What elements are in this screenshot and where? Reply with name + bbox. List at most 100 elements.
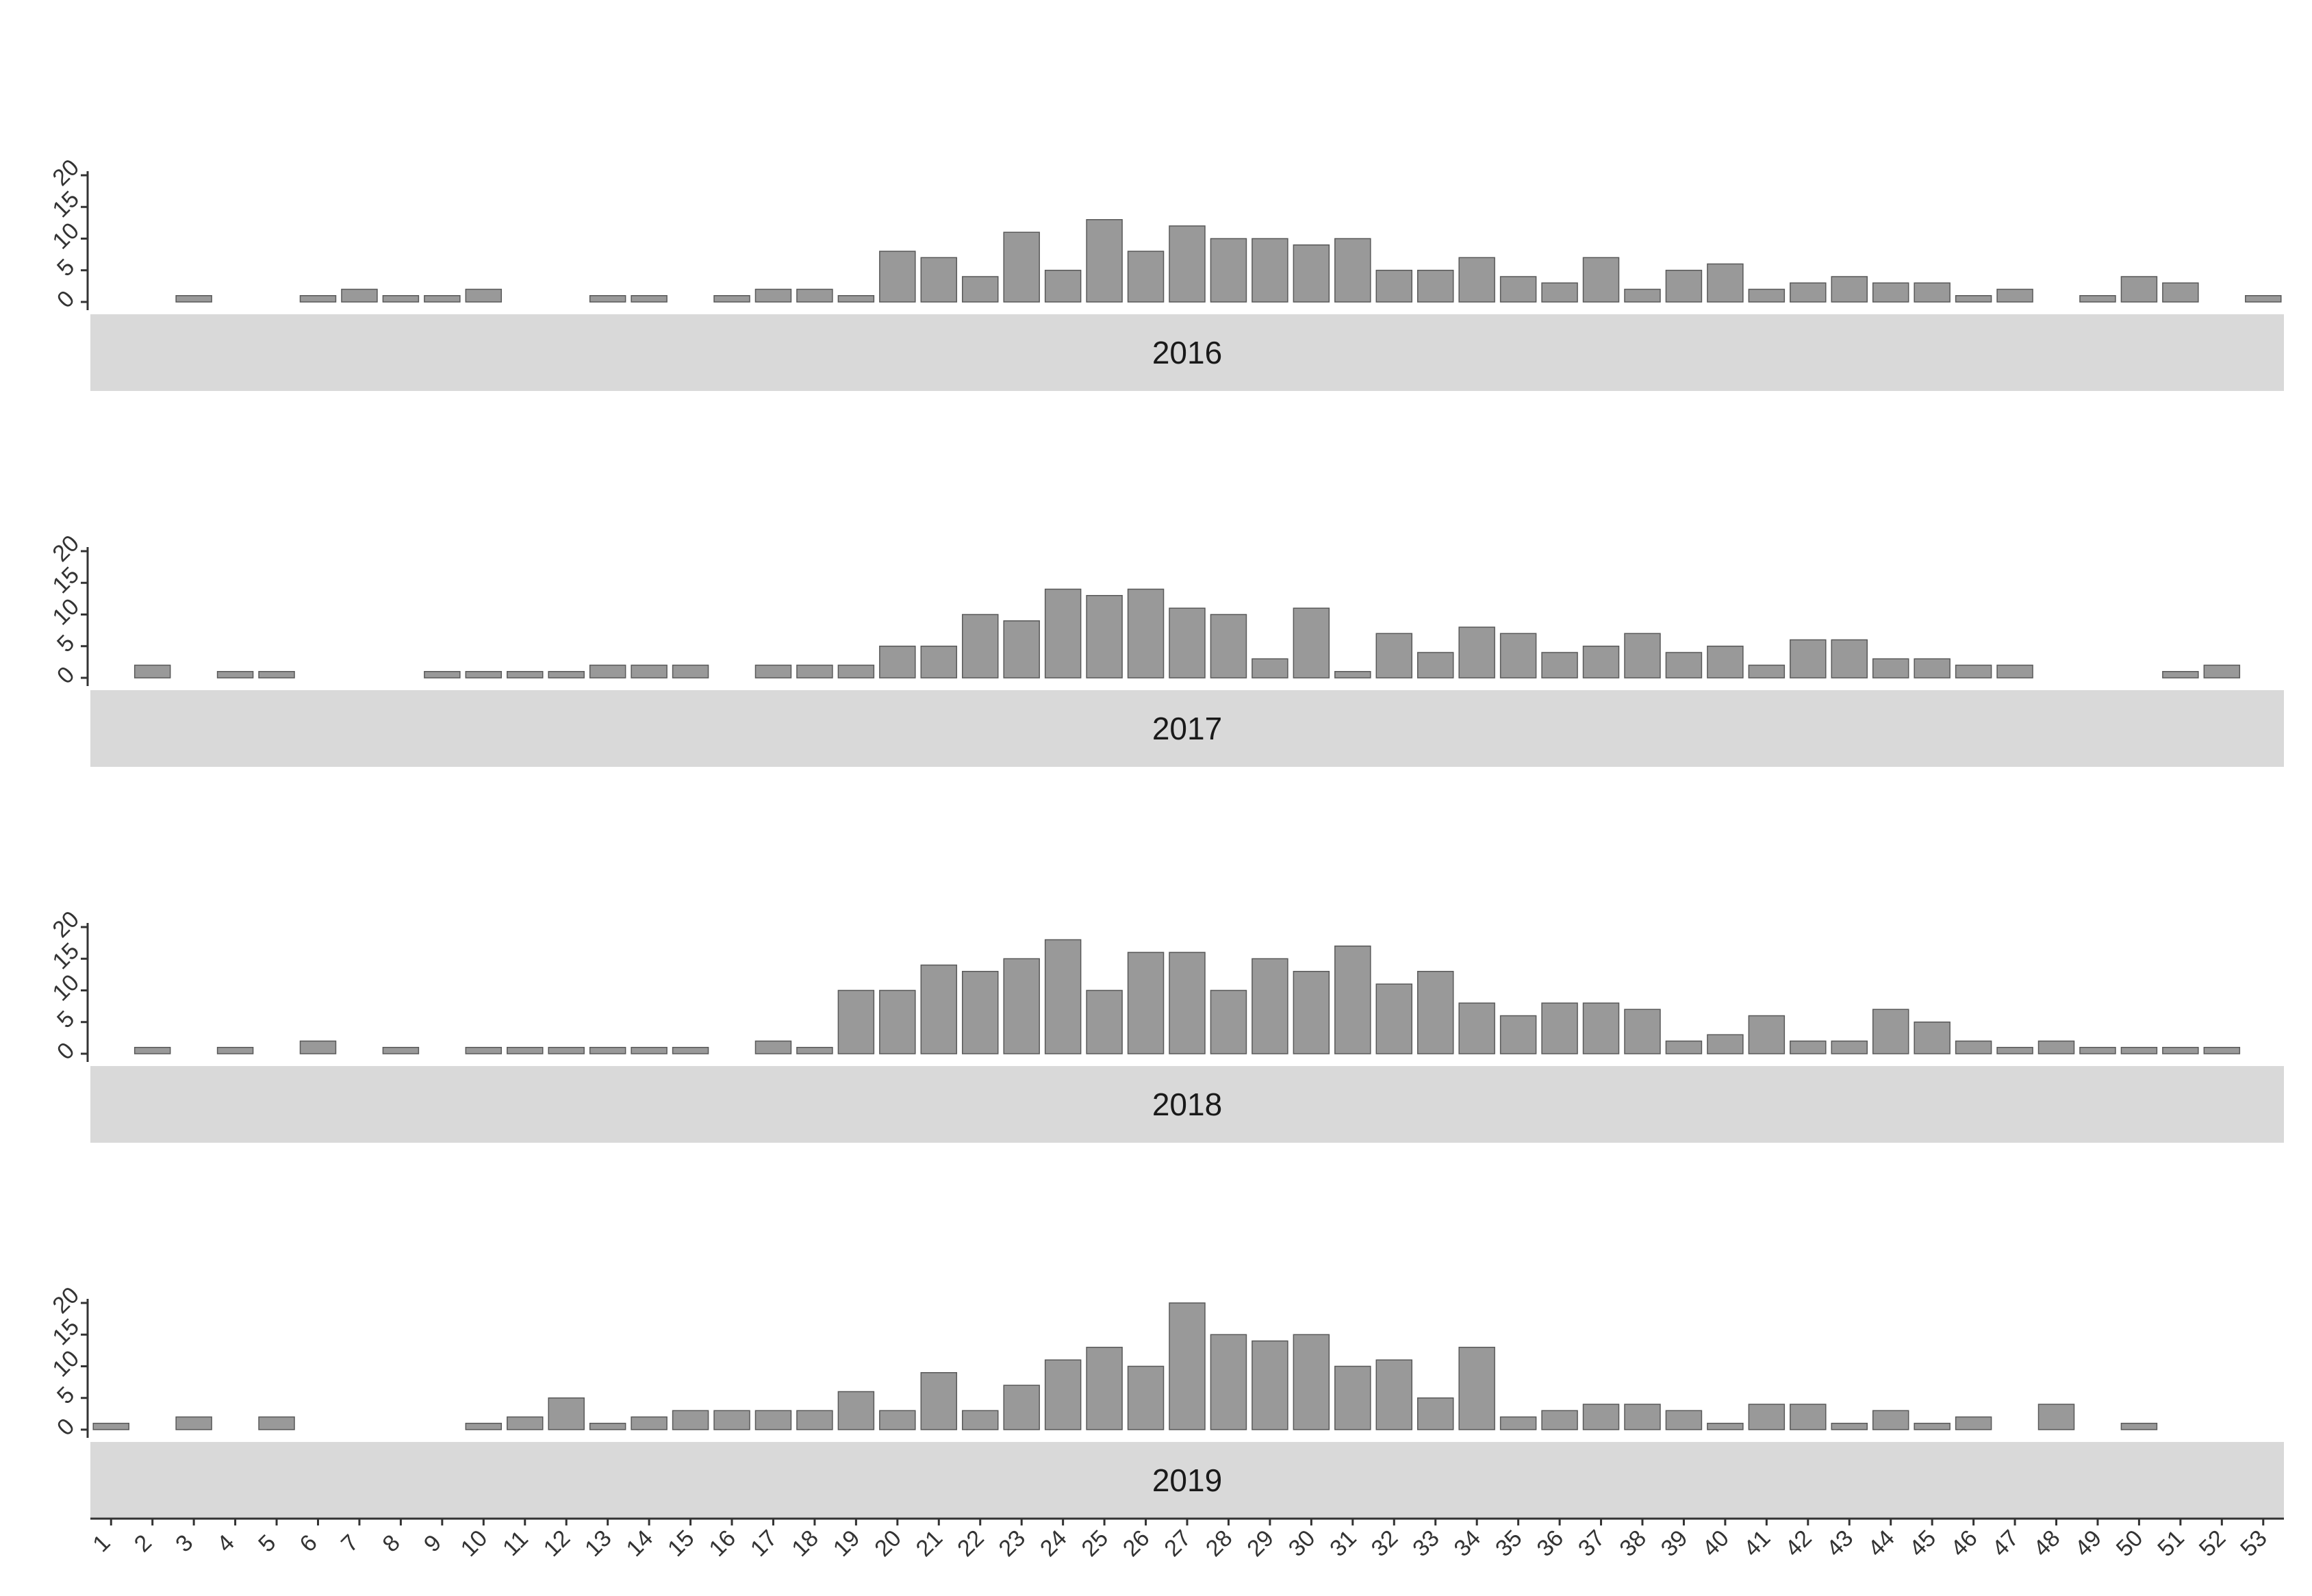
bar-2017-week-11 [507,671,544,679]
x-tick-label: 35 [1490,1525,1527,1562]
bar-2019-week-35 [1499,1416,1537,1430]
x-tick-label: 32 [1367,1525,1403,1562]
bar-2018-week-49 [2079,1047,2116,1054]
bar-2019-week-14 [631,1416,668,1430]
bar-2018-week-11 [507,1047,544,1054]
bar-2017-week-34 [1458,626,1495,679]
x-tick-label: 46 [1946,1525,1983,1562]
x-tick-label: 2 [129,1530,157,1557]
x-tick-label: 22 [952,1525,989,1562]
bar-2017-week-19 [837,664,875,679]
bar-2019-week-43 [1831,1423,1868,1430]
x-tick-label: 18 [787,1525,824,1562]
bar-2019-week-30 [1293,1334,1330,1430]
facet-strip [90,690,2284,767]
bar-2018-week-8 [382,1047,420,1054]
bar-2016-week-14 [631,295,668,303]
x-tick-label: 13 [580,1525,617,1562]
bar-2016-week-41 [1748,288,1786,303]
x-tick-label: 53 [2235,1525,2272,1562]
bar-2016-week-49 [2079,295,2116,303]
x-tick-label: 14 [622,1525,659,1562]
facet-strip [90,314,2284,391]
bar-2017-week-51 [2162,671,2199,679]
bar-2019-week-31 [1334,1365,1371,1430]
bar-2019-week-44 [1872,1410,1909,1430]
bar-2019-week-20 [879,1410,916,1430]
bar-2018-week-35 [1499,1015,1537,1054]
bar-2019-week-41 [1748,1404,1786,1430]
x-tick-label: 43 [1822,1525,1859,1562]
bar-2017-week-52 [2203,664,2241,679]
bar-2018-week-12 [548,1047,585,1054]
facet-strip-label: 2019 [1152,1462,1222,1498]
bar-2019-week-39 [1665,1410,1703,1430]
bar-2017-week-24 [1044,588,1082,679]
bar-2016-week-29 [1252,238,1288,303]
x-tick-label: 28 [1201,1525,1238,1562]
bar-2018-week-2 [134,1047,171,1054]
x-tick-label: 20 [869,1525,906,1562]
y-tick-label: 5 [52,1006,79,1033]
bar-2019-week-13 [589,1423,626,1430]
bar-2018-week-4 [216,1047,254,1054]
bar-2018-week-39 [1665,1040,1703,1054]
y-tick-label: 15 [47,562,84,599]
x-tick-label: 21 [911,1525,948,1562]
bar-2017-week-42 [1790,639,1827,679]
bar-2017-week-2 [134,664,171,679]
x-tick-label: 41 [1739,1525,1776,1562]
bar-2019-week-10 [465,1423,503,1430]
bar-2016-week-47 [1996,288,2033,303]
bar-2018-week-33 [1417,971,1454,1054]
bar-2016-week-38 [1624,288,1661,303]
bar-2017-week-9 [424,671,461,679]
bar-2018-week-15 [672,1047,709,1054]
x-tick-label: 50 [2111,1525,2148,1562]
bar-2017-week-5 [258,671,295,679]
bar-2018-week-10 [465,1047,503,1054]
bar-2017-week-10 [465,671,503,679]
bar-2018-week-26 [1127,952,1165,1054]
bar-2017-week-36 [1541,652,1578,679]
bar-2016-week-8 [382,295,420,303]
x-tick-label: 39 [1656,1525,1693,1562]
x-tick-label: 51 [2152,1525,2189,1562]
x-tick-label: 34 [1449,1525,1486,1562]
bar-2016-week-6 [299,295,337,303]
bar-2019-week-33 [1417,1397,1454,1430]
x-tick-label: 26 [1118,1525,1155,1562]
x-tick-label: 49 [2070,1525,2107,1562]
bar-2017-week-22 [961,613,999,679]
bar-2017-week-18 [796,664,833,679]
bar-2019-week-3 [175,1416,212,1430]
bar-2016-week-31 [1334,238,1371,303]
x-tick-label: 12 [539,1525,576,1562]
bar-2017-week-43 [1831,639,1868,679]
bar-2018-week-27 [1169,952,1206,1054]
bar-2016-week-35 [1499,276,1537,303]
bar-2018-week-31 [1334,946,1371,1054]
bar-2016-week-9 [424,295,461,303]
x-tick-label: 10 [456,1525,493,1562]
bar-2016-week-24 [1044,270,1082,303]
facet-strip [90,1066,2284,1143]
y-tick-label: 10 [47,594,84,631]
bar-2018-week-37 [1582,1002,1620,1054]
bar-2016-week-40 [1707,263,1744,303]
x-tick-label: 40 [1697,1525,1734,1562]
x-tick-label: 29 [1242,1525,1279,1562]
y-tick-label: 5 [52,254,79,281]
bar-2016-week-33 [1417,270,1454,303]
bar-2018-week-23 [1003,958,1040,1054]
bar-2019-week-21 [920,1372,958,1430]
bar-2017-week-40 [1707,646,1744,679]
bar-2018-week-34 [1458,1002,1495,1054]
bar-2018-week-46 [1955,1040,1992,1054]
facet-strip-label: 2016 [1152,335,1222,370]
bar-2018-week-50 [2120,1047,2158,1054]
bar-2016-week-43 [1831,276,1868,303]
bar-2019-week-40 [1707,1423,1744,1430]
bar-2017-week-14 [631,664,668,679]
bar-2018-week-13 [589,1047,626,1054]
